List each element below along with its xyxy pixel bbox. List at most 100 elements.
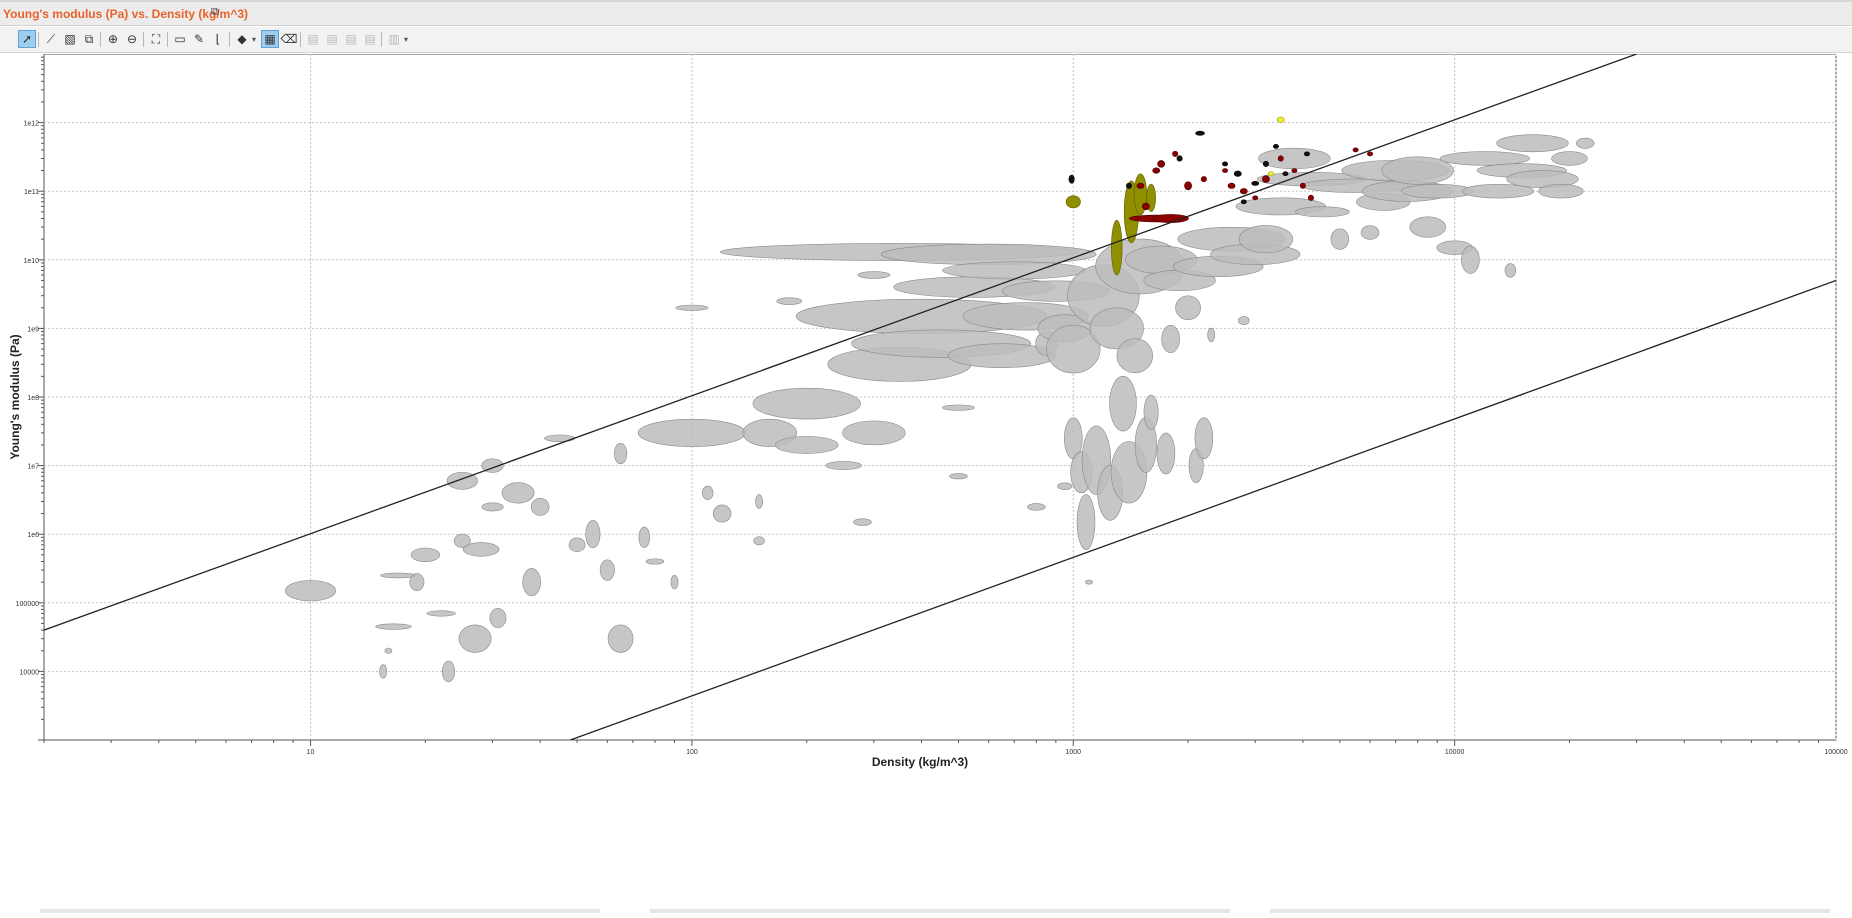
gray-material-point bbox=[1238, 225, 1294, 254]
y-tick-label: 1e7 bbox=[27, 464, 39, 471]
gray-material-point bbox=[462, 542, 500, 557]
export-tool-4[interactable]: ▤ bbox=[361, 30, 379, 48]
cursor-icon: ➚ bbox=[21, 32, 33, 46]
chevron-down-icon[interactable]: ▾ bbox=[252, 35, 257, 44]
black-material-point bbox=[1126, 182, 1132, 189]
darkred-material-point bbox=[1172, 150, 1179, 157]
gray-material-point bbox=[530, 498, 550, 516]
gray-material-point bbox=[1461, 184, 1535, 199]
label-tool[interactable]: ▭ bbox=[171, 30, 189, 48]
data-layer bbox=[44, 54, 1836, 740]
gray-material-point bbox=[441, 660, 456, 682]
gray-material-point bbox=[1409, 216, 1446, 238]
y-tick-label: 1e9 bbox=[27, 326, 39, 333]
gray-material-point bbox=[637, 418, 746, 447]
scatter-plot[interactable]: 10 100 1000 10000 100000 10000 100000 1e6 1e7 1e8… bbox=[0, 53, 1852, 913]
black-material-point bbox=[1233, 170, 1242, 177]
gray-material-point bbox=[752, 387, 861, 420]
gray-material-point bbox=[842, 420, 906, 446]
gray-material-point bbox=[675, 304, 709, 311]
gray-material-point bbox=[1551, 151, 1588, 166]
toolbar-separator bbox=[143, 32, 144, 47]
chevron-down-icon[interactable]: ▾ bbox=[404, 35, 409, 44]
gray-material-point bbox=[1461, 245, 1480, 274]
highlight-icon: ▦ bbox=[264, 32, 276, 46]
y-axis-label: Young's modulus (Pa) bbox=[8, 334, 22, 459]
color-tool[interactable]: ◆ bbox=[233, 30, 251, 48]
black-material-point bbox=[1068, 174, 1075, 184]
gray-material-point bbox=[1504, 263, 1517, 278]
gray-material-point bbox=[379, 664, 388, 679]
polygon-select-tool[interactable]: ⧉ bbox=[80, 30, 98, 48]
axis-tool[interactable]: ⌊ bbox=[209, 30, 227, 48]
darkred-material-point bbox=[1239, 188, 1248, 195]
darkred-material-point bbox=[1352, 147, 1359, 153]
pen-tool[interactable]: ✎ bbox=[190, 30, 208, 48]
gray-material-point bbox=[702, 485, 714, 501]
zoom-in-tool[interactable]: ⊕ bbox=[104, 30, 122, 48]
gray-material-point bbox=[853, 518, 872, 526]
x-tick-label: 10 bbox=[307, 749, 315, 756]
darkred-material-point bbox=[1262, 175, 1270, 183]
erase-tool[interactable]: ⌫ bbox=[280, 30, 298, 48]
gray-material-point bbox=[1109, 375, 1137, 432]
black-material-point bbox=[1240, 199, 1247, 205]
export-icon: ▤ bbox=[307, 32, 319, 46]
black-material-point bbox=[1222, 161, 1229, 167]
fit-tool[interactable]: ⛶ bbox=[147, 30, 165, 48]
export-tool-1[interactable]: ▤ bbox=[304, 30, 322, 48]
scroll-strip bbox=[40, 909, 600, 913]
gray-material-point bbox=[426, 610, 456, 617]
darkred-material-point bbox=[1227, 182, 1236, 189]
gray-material-point bbox=[1258, 147, 1331, 170]
gray-material-point bbox=[755, 494, 763, 509]
gray-material-point bbox=[1143, 394, 1159, 430]
gray-material-point bbox=[599, 559, 615, 581]
darkred-material-point bbox=[1222, 168, 1229, 173]
x-axis-label: Density (kg/m^3) bbox=[872, 755, 968, 769]
line-tool[interactable]: ⟋ bbox=[42, 30, 60, 48]
gray-material-point bbox=[1207, 327, 1216, 343]
black-material-point bbox=[1262, 160, 1269, 167]
gray-material-point bbox=[1538, 184, 1584, 199]
zoom-out-tool[interactable]: ⊖ bbox=[123, 30, 141, 48]
toolbar-separator bbox=[100, 32, 101, 47]
scroll-strip bbox=[650, 909, 1230, 913]
popout-icon[interactable]: ⧉ bbox=[211, 6, 219, 18]
export-tool-2[interactable]: ▤ bbox=[323, 30, 341, 48]
toolbar-separator bbox=[381, 32, 382, 47]
export-icon: ▤ bbox=[326, 32, 338, 46]
gray-material-point bbox=[384, 647, 393, 654]
gray-material-point bbox=[1057, 482, 1073, 490]
gray-material-point bbox=[1381, 156, 1454, 185]
export-icon: ▤ bbox=[364, 32, 376, 46]
darkred-material-point bbox=[1157, 160, 1166, 168]
gray-material-point bbox=[1194, 417, 1214, 460]
gray-material-point bbox=[1089, 307, 1144, 350]
gray-material-point bbox=[775, 436, 839, 454]
gray-material-point bbox=[410, 547, 440, 563]
darkred-material-point bbox=[1299, 182, 1306, 189]
settings-tool[interactable]: ▥ bbox=[385, 30, 403, 48]
zoom-in-icon: ⊕ bbox=[107, 32, 119, 46]
select-tool[interactable]: ➚ bbox=[18, 30, 36, 48]
guideline bbox=[44, 54, 1637, 631]
gray-material-point bbox=[458, 624, 492, 653]
darkred-material-point bbox=[1141, 202, 1150, 211]
gray-material-point bbox=[1238, 316, 1250, 325]
x-tick-label: 100000 bbox=[1824, 749, 1847, 756]
color-fill-icon: ◆ bbox=[237, 32, 247, 46]
gray-material-point bbox=[285, 580, 336, 602]
yellow-material-point bbox=[1276, 116, 1285, 123]
darkred-material-point bbox=[1307, 194, 1314, 201]
highlight-tool[interactable]: ▦ bbox=[261, 30, 279, 48]
settings-icon: ▥ bbox=[388, 32, 400, 46]
darkred-material-point bbox=[1136, 182, 1145, 189]
y-tick-label: 100000 bbox=[16, 601, 39, 608]
black-material-point bbox=[1272, 144, 1279, 149]
eraser-icon: ⌫ bbox=[280, 32, 298, 46]
zoom-out-icon: ⊖ bbox=[126, 32, 138, 46]
darkred-material-point bbox=[1252, 195, 1259, 201]
box-select-tool[interactable]: ▧ bbox=[61, 30, 79, 48]
export-tool-3[interactable]: ▤ bbox=[342, 30, 360, 48]
